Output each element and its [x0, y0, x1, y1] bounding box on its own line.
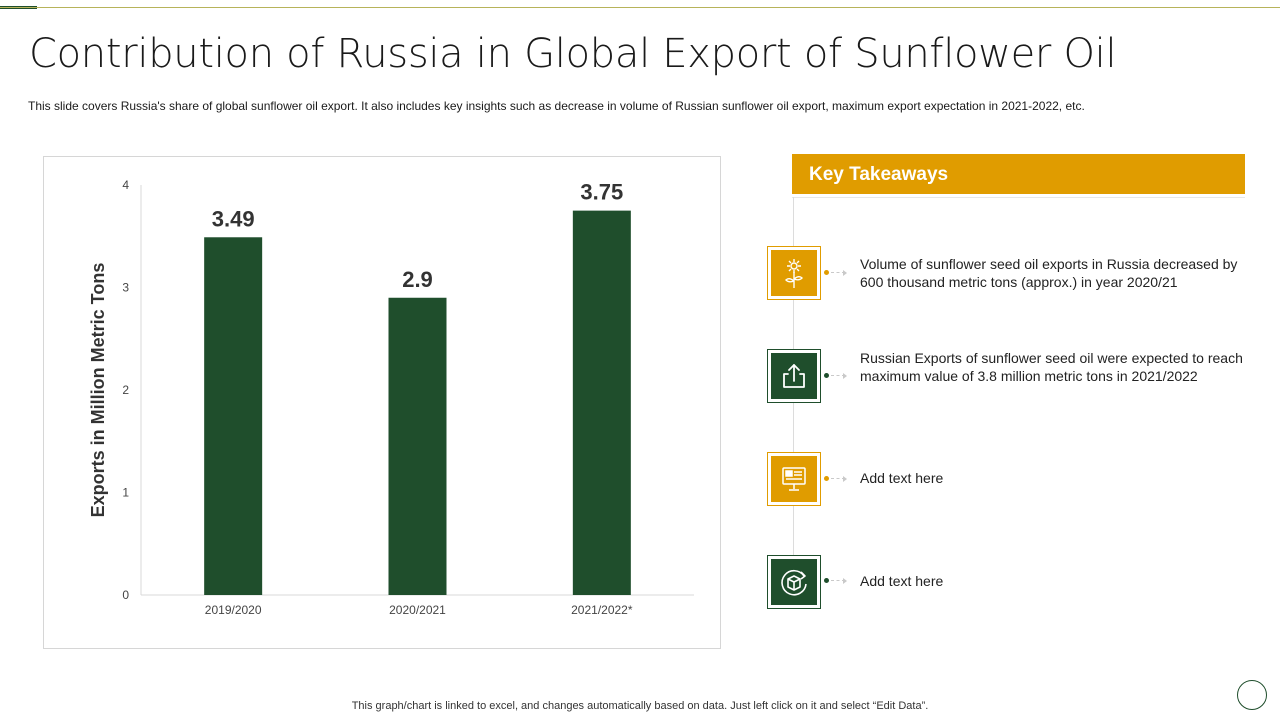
data-label: 3.75 — [580, 180, 623, 205]
key-takeaways-header: Key Takeaways — [792, 154, 1245, 194]
page-subtitle: This slide covers Russia's share of glob… — [28, 99, 1085, 113]
y-tick-label: 4 — [122, 178, 129, 192]
takeaway-connector-2 — [824, 373, 848, 379]
x-tick-label: 2021/2022* — [571, 603, 633, 617]
takeaway-text-4: Add text here — [860, 573, 944, 589]
key-takeaways-title: Key Takeaways — [809, 164, 949, 185]
takeaway-connector-3 — [824, 476, 848, 482]
takeaway-icon-frame-1 — [767, 246, 821, 300]
y-tick-label: 3 — [122, 281, 129, 295]
bar[interactable] — [388, 297, 447, 595]
takeaway-icon-frame-4 — [767, 555, 821, 609]
bar[interactable] — [204, 237, 263, 595]
takeaway-connector-4 — [824, 578, 848, 584]
sunflower-icon — [785, 259, 803, 288]
takeaway-icon-bg-4 — [771, 559, 817, 605]
x-tick-label: 2020/2021 — [389, 603, 446, 617]
data-label: 3.49 — [212, 206, 255, 231]
key-takeaways-divider — [792, 197, 1245, 198]
takeaway-icon-frame-2 — [767, 349, 821, 403]
bar[interactable] — [572, 210, 631, 595]
takeaway-icon-frame-3 — [767, 452, 821, 506]
monitor-icon — [782, 467, 806, 491]
x-tick-label: 2019/2020 — [205, 603, 262, 617]
y-tick-label: 2 — [122, 383, 129, 397]
takeaway-icon-bg-1 — [771, 250, 817, 296]
takeaway-text-2: Russian Exports of sunflower seed oil we… — [860, 350, 1243, 384]
y-tick-label: 0 — [122, 588, 129, 602]
takeaway-connector-1 — [824, 270, 848, 276]
y-tick-label: 1 — [122, 486, 129, 500]
corner-circle-decoration — [1237, 680, 1267, 710]
y-axis-title: Exports in Million Metric Tons — [88, 263, 108, 518]
takeaway-text-3: Add text here — [860, 470, 944, 486]
page-title: Contribution of Russia in Global Export … — [29, 31, 1117, 77]
data-label: 2.9 — [402, 267, 433, 292]
chart-container[interactable]: 0 1 2 3 4 Exports in Million Metric Tons 3.49 2… — [43, 156, 721, 649]
takeaway-icon-bg-2 — [771, 353, 817, 399]
takeaway-text-1: Volume of sunflower seed oil exports in … — [860, 256, 1238, 290]
takeaway-icon-bg-3 — [771, 456, 817, 502]
box-return-icon — [781, 569, 807, 596]
top-rule — [0, 7, 1280, 8]
bar-chart[interactable]: 0 1 2 3 4 Exports in Million Metric Tons 3.49 2… — [44, 157, 722, 650]
footer-note: This graph/chart is linked to excel, and… — [351, 700, 929, 712]
export-icon — [783, 364, 805, 388]
